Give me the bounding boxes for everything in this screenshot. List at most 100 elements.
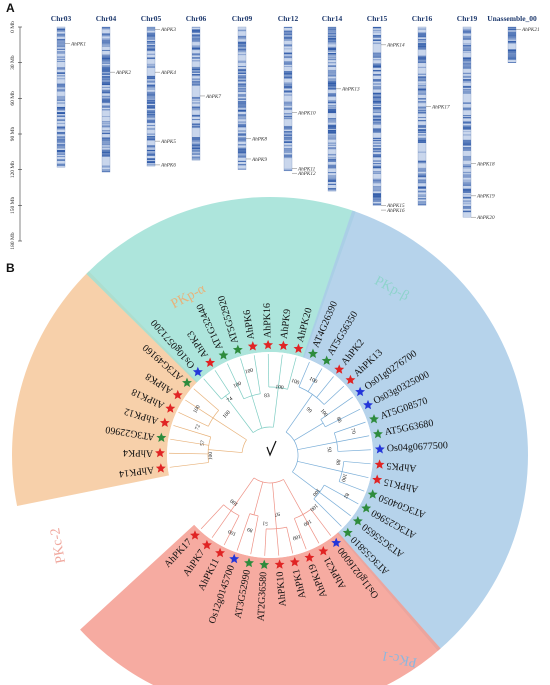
chromosome-name: Chr03 (51, 14, 72, 23)
phylogenetic-tree: PKp-α PKp-βPKc-1PKc-210057721001007410010… (12, 197, 528, 685)
gene-label: AhPK4 (160, 69, 176, 76)
chromosome-bar (417, 26, 427, 206)
axis-tick-label: 30 Mb (10, 55, 16, 70)
bootstrap-value: 100 (308, 502, 318, 512)
gene-label: AhPK11 (297, 166, 316, 172)
species-star-icon (373, 428, 383, 439)
bootstrap-value: 100 (319, 408, 329, 418)
species-star-icon (155, 447, 165, 458)
gene-label: AhPK9 (251, 157, 267, 163)
leaf-label: AhPK5 (386, 460, 417, 474)
bootstrap-value: 88 (334, 459, 341, 465)
bootstrap-value: 89 (246, 526, 253, 533)
leaf-label: AhPK6 (242, 309, 258, 340)
bootstrap-value: 100 (291, 533, 301, 541)
species-star-icon (274, 559, 285, 569)
species-star-icon (331, 537, 342, 548)
chromosome-bar (191, 26, 201, 161)
chromosome-bar (507, 26, 517, 63)
chromosome-name: Chr05 (141, 14, 162, 23)
bootstrap-value: 100 (308, 376, 318, 385)
species-star-icon (278, 340, 289, 351)
bootstrap-value: 100 (311, 487, 321, 497)
gene-label: AhPK5 (160, 139, 176, 145)
species-star-icon (259, 559, 270, 570)
gene-label: AhPK13 (341, 87, 360, 93)
species-star-icon (229, 553, 240, 564)
bootstrap-value: 100 (208, 452, 214, 461)
species-star-icon (165, 403, 176, 413)
gene-label: AhPK10 (297, 110, 316, 116)
species-star-icon (156, 432, 167, 442)
chromosome-bar (146, 26, 156, 167)
species-star-icon (218, 350, 229, 360)
tree-branches (169, 354, 371, 556)
chromosome-name: Chr19 (457, 14, 478, 23)
species-star-icon (232, 344, 243, 355)
axis-tick-label: 0 Mb (10, 21, 16, 33)
axis-tick-label: 120 Mb (10, 161, 16, 179)
bootstrap-value: 100 (290, 378, 300, 386)
clade-sector (12, 271, 198, 506)
clade-name: PKc-1 (380, 647, 418, 669)
leaf-label: AhPK16 (262, 303, 274, 338)
species-star-icon (352, 515, 363, 526)
gene-label: AhPK21 (521, 27, 540, 33)
bootstrap-value: 99 (305, 406, 313, 414)
species-star-icon (289, 556, 300, 567)
species-star-icon (342, 527, 353, 537)
species-star-icon (374, 444, 385, 454)
chromosome-bar (327, 26, 337, 192)
bootstrap-value: 70 (349, 428, 356, 435)
clade-sector (86, 197, 356, 383)
bootstrap-value: 100 (192, 404, 202, 414)
gene-label: AhPK20 (476, 215, 495, 221)
bootstrap-value: 100 (232, 381, 242, 390)
species-star-icon (201, 539, 212, 550)
species-star-icon (293, 343, 304, 353)
chromosome-name: Chr09 (232, 14, 253, 23)
clade-name: PKc-2 (48, 527, 69, 565)
gene-label: AhPK12 (297, 171, 316, 177)
clade-sector (302, 210, 528, 651)
gene-label: AhPK6 (160, 163, 176, 169)
bootstrap-value: 100 (302, 518, 312, 527)
gene-label: AhPK8 (251, 137, 267, 143)
gene-label: AhPK3 (160, 27, 176, 33)
species-star-icon (190, 530, 200, 540)
bootstrap-value: 100 (227, 528, 237, 537)
species-star-icon (215, 547, 226, 558)
species-star-icon (334, 364, 345, 374)
chromosome-bar (372, 26, 382, 206)
species-star-icon (372, 474, 383, 484)
bootstrap-value: 100 (222, 410, 232, 420)
gene-label: AhPK19 (476, 194, 495, 200)
bootstrap-value: 100 (229, 497, 239, 507)
leaf-label: AhPK4 (123, 447, 153, 459)
species-star-icon (318, 546, 329, 556)
gene-label: AhPK7 (205, 94, 221, 100)
gene-label: AhPK16 (386, 208, 405, 214)
gene-label: AhPK17 (431, 104, 450, 110)
gene-label: AhPK2 (115, 70, 131, 76)
chromosome-bar (56, 26, 66, 168)
chromosome-name: Chr15 (367, 14, 388, 23)
chromosome-name: Chr06 (186, 14, 207, 23)
bootstrap-value: 92 (326, 447, 332, 453)
species-star-icon (192, 366, 203, 377)
species-star-icon (263, 339, 274, 350)
bootstrap-value: 100 (275, 384, 284, 391)
chromosome-name: Chr16 (412, 14, 433, 23)
species-star-icon (155, 463, 166, 473)
species-star-icon (363, 399, 373, 410)
axis-tick-label: 180 Mb (10, 232, 16, 250)
bootstrap-value: 86 (335, 416, 343, 424)
chromosome-bar (462, 26, 472, 218)
leaf-label: Os04g0677500 (387, 440, 449, 454)
species-star-icon (361, 503, 372, 513)
panel-b-letter: B (6, 261, 15, 275)
bootstrap-value: 100 (244, 368, 254, 376)
gene-label: AhPK14 (386, 42, 405, 49)
bootstrap-value: 97 (274, 510, 280, 517)
leaf-label: AhPK10 (275, 571, 289, 607)
